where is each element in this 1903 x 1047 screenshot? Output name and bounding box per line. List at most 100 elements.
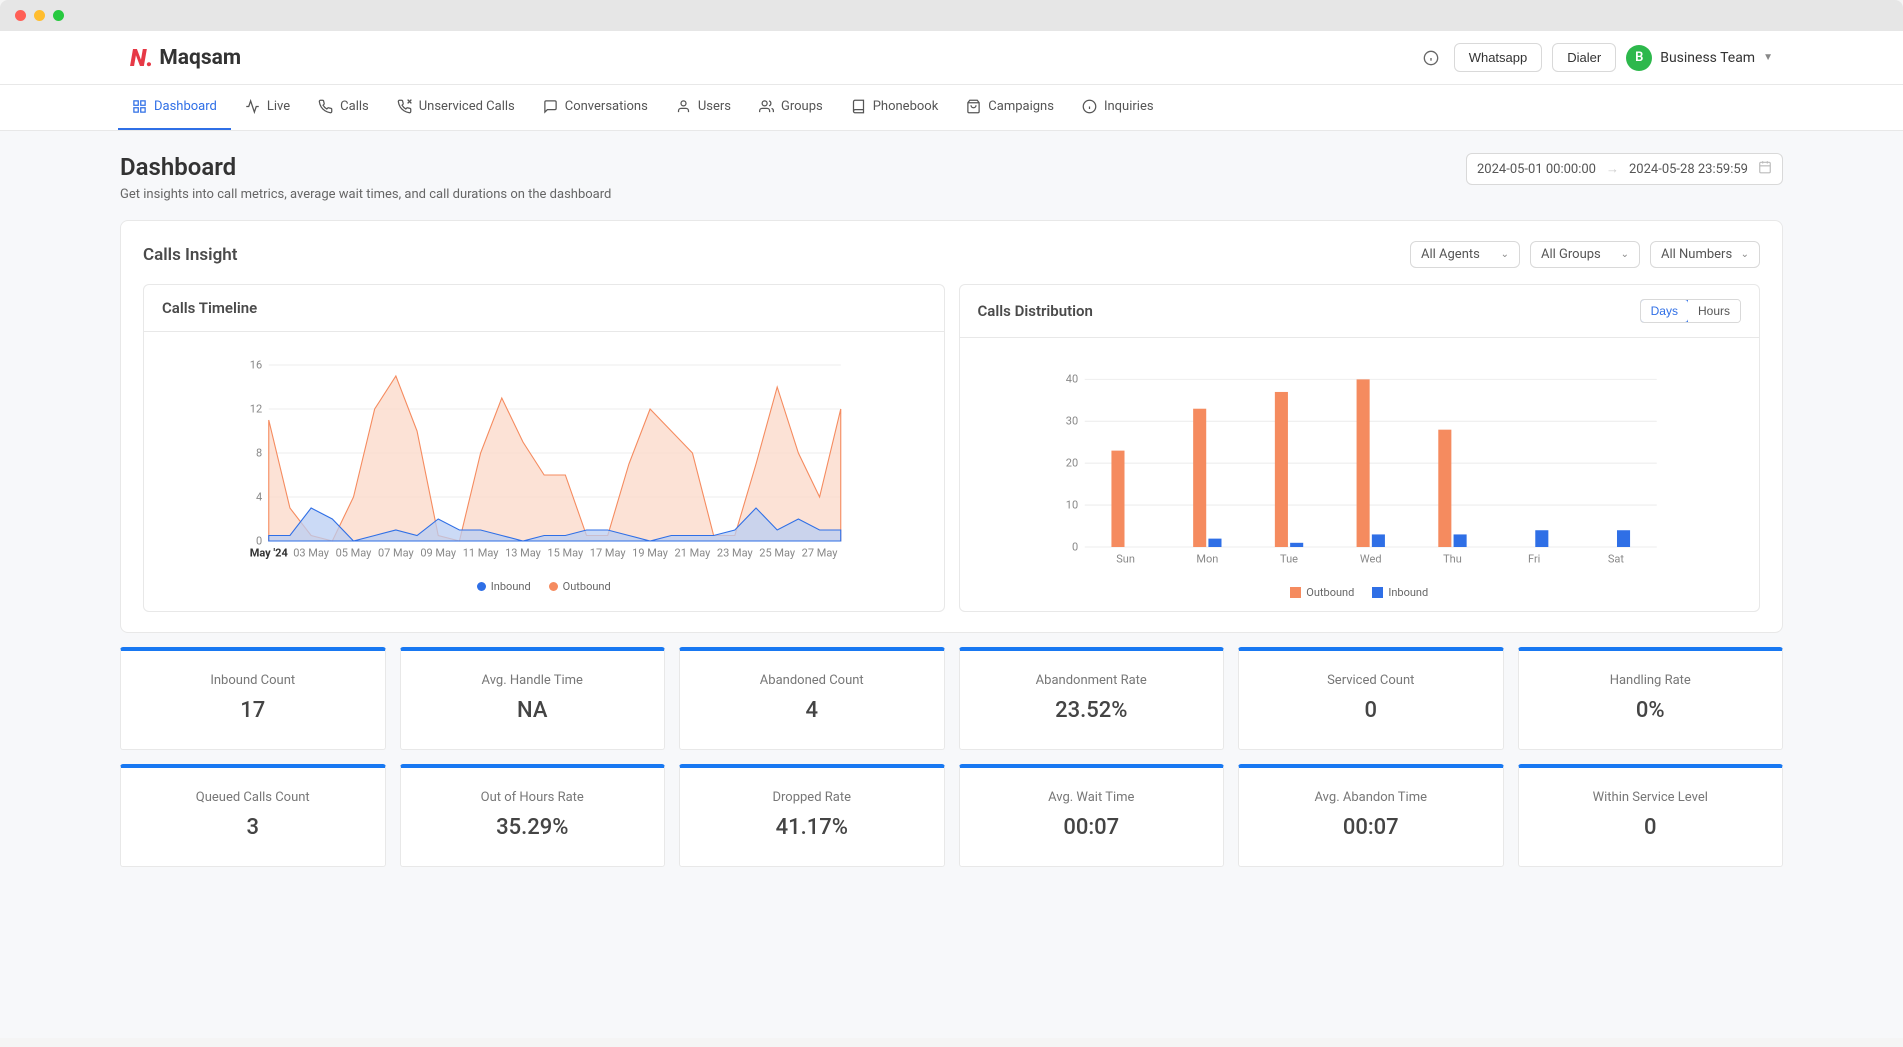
metric-card: Avg. Handle Time NA [400,647,666,750]
nav-groups[interactable]: Groups [745,85,837,130]
metric-value: 35.29% [411,815,655,840]
svg-text:40: 40 [1065,373,1077,386]
metric-card: Handling Rate0% [1518,647,1784,750]
metric-label: Avg. Handle Time [411,673,655,688]
metric-value: 0 [1529,815,1773,840]
filter-numbers[interactable]: All Numbers⌄ [1650,241,1760,268]
chat-icon [543,99,558,114]
svg-text:8: 8 [256,446,262,459]
metric-card: Out of Hours Rate 35.29% [400,764,666,867]
svg-text:0: 0 [1071,540,1077,553]
metric-card: Serviced Count0 [1238,647,1504,750]
date-range-picker[interactable]: 2024-05-01 00:00:00 → 2024-05-28 23:59:5… [1466,153,1783,185]
info-icon [1082,99,1097,114]
chevron-down-icon: ⌄ [1501,249,1509,260]
filter-agents[interactable]: All Agents⌄ [1410,241,1520,268]
book-icon [851,99,866,114]
timeline-legend: Inbound Outbound [162,580,926,593]
calls-insight-panel: Calls Insight All Agents⌄ All Groups⌄ Al… [120,220,1783,633]
legend-item: Inbound [477,580,531,593]
legend-item: Outbound [1290,586,1354,599]
info-icon[interactable] [1418,45,1444,71]
svg-text:10: 10 [1065,498,1077,511]
nav-phonebook[interactable]: Phonebook [837,85,953,130]
users-icon [759,99,774,114]
nav-unserviced-calls[interactable]: Unserviced Calls [383,85,529,130]
metric-label: Within Service Level [1529,790,1773,805]
metric-card: Inbound Count 17 [120,647,386,750]
svg-text:25 May: 25 May [759,546,796,559]
metric-value: NA [411,698,655,723]
metric-value: 0% [1529,698,1773,723]
filter-groups[interactable]: All Groups⌄ [1530,241,1640,268]
phone-icon [318,99,333,114]
svg-text:15 May: 15 May [547,546,584,559]
topbar: N. Maqsam Whatsapp Dialer B Business Tea… [0,31,1903,85]
page-title: Dashboard [120,153,611,181]
svg-text:4: 4 [256,490,262,503]
svg-text:0: 0 [256,534,262,547]
user-menu[interactable]: B Business Team ▼ [1626,45,1773,71]
svg-text:Sun: Sun [1116,552,1135,565]
svg-text:Mon: Mon [1196,552,1218,565]
insight-title: Calls Insight [143,245,237,265]
activity-icon [245,99,260,114]
nav-calls[interactable]: Calls [304,85,383,130]
metric-value: 00:07 [1249,815,1493,840]
svg-text:13 May: 13 May [505,546,542,559]
timeline-chart: 0481216May '2403 May05 May07 May09 May11… [162,354,926,574]
nav-dashboard[interactable]: Dashboard [118,85,231,130]
dialer-button[interactable]: Dialer [1552,43,1616,72]
metric-label: Dropped Rate [690,790,934,805]
nav-inquiries[interactable]: Inquiries [1068,85,1168,130]
svg-text:Wed: Wed [1359,552,1381,565]
brand-name: Maqsam [159,46,241,70]
metric-card: Abandoned Count4 [679,647,945,750]
distribution-legend: Outbound Inbound [978,586,1742,599]
legend-item: Inbound [1372,586,1428,599]
svg-text:11 May: 11 May [463,546,500,559]
distribution-chart: 010203040SunMonTueWedThuFriSat [978,360,1742,580]
metric-card: Abandonment Rate 23.52% [959,647,1225,750]
metric-value: 0 [1249,698,1493,723]
team-name: Business Team [1660,50,1755,66]
svg-text:30: 30 [1065,415,1077,428]
calls-distribution-card: Calls Distribution Days Hours 0 10 20 30 40 S… [959,284,1761,612]
metric-label: Out of Hours Rate [411,790,655,805]
svg-text:07 May: 07 May [378,546,415,559]
logo[interactable]: N. Maqsam [130,44,241,72]
window-minimize-icon[interactable] [34,10,45,21]
whatsapp-button[interactable]: Whatsapp [1454,43,1543,72]
svg-text:23 May: 23 May [717,546,754,559]
metric-value: 00:07 [970,815,1214,840]
metric-value: 17 [131,698,375,723]
nav-campaigns[interactable]: Campaigns [952,85,1068,130]
nav-conversations[interactable]: Conversations [529,85,662,130]
toggle-hours[interactable]: Hours [1688,300,1740,322]
metric-value: 23.52% [970,698,1214,723]
metric-card: Avg. Abandon Time00:07 [1238,764,1504,867]
svg-text:19 May: 19 May [632,546,669,559]
window-maximize-icon[interactable] [53,10,64,21]
navbar: DashboardLiveCallsUnserviced CallsConver… [0,85,1903,131]
svg-text:20: 20 [1065,456,1077,469]
legend-item: Outbound [549,580,611,593]
calls-timeline-card: Calls Timeline 0481216May '2403 May05 Ma… [143,284,945,612]
metric-label: Inbound Count [131,673,375,688]
toggle-days[interactable]: Days [1641,300,1688,322]
svg-text:Thu: Thu [1443,552,1462,565]
svg-text:Sat: Sat [1607,552,1624,565]
distribution-title: Calls Distribution [978,302,1093,320]
nav-live[interactable]: Live [231,85,304,130]
bag-icon [966,99,981,114]
date-to: 2024-05-28 23:59:59 [1629,162,1748,177]
metric-label: Abandonment Rate [970,673,1214,688]
nav-users[interactable]: Users [662,85,745,130]
chevron-down-icon: ▼ [1763,52,1773,63]
svg-text:21 May: 21 May [675,546,712,559]
metric-card: Dropped Rate41.17% [679,764,945,867]
logo-mark-icon: N. [130,44,153,72]
metric-value: 4 [690,698,934,723]
grid-icon [132,99,147,114]
window-close-icon[interactable] [15,10,26,21]
